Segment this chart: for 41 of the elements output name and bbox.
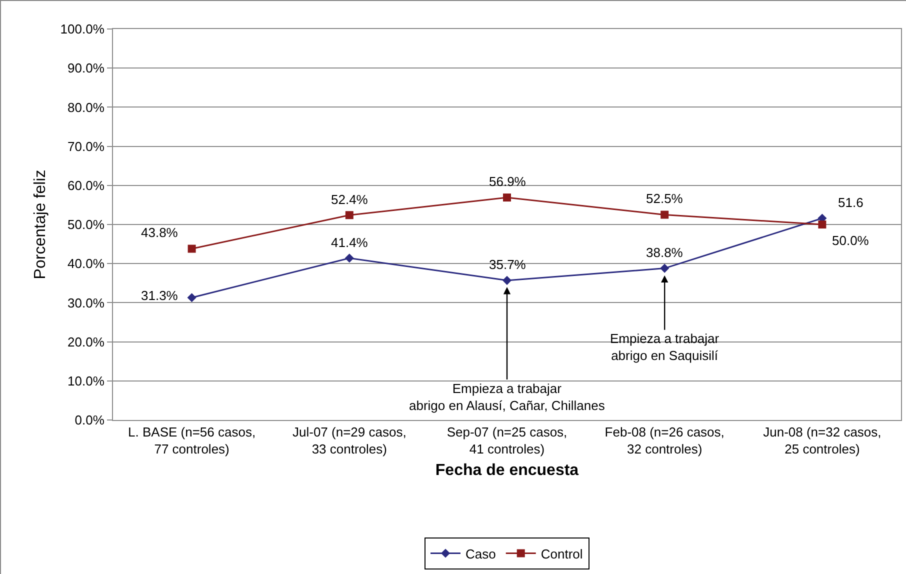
legend-label: Caso [466,546,496,562]
point [187,293,196,302]
y-tick-label: 20.0% [68,334,105,350]
y-tick-label: 10.0% [68,373,105,388]
data-label: 31.3% [141,288,178,303]
y-tick-label: 30.0% [68,295,105,310]
legend-label: Control [540,546,583,562]
point [345,211,354,220]
point [502,276,512,285]
data-label: 51.6 [838,195,864,210]
data-label: 41.4% [331,235,368,250]
data-label: 43.8% [141,225,178,240]
data-label: 50.0% [832,233,870,248]
x-axis-title: Fecha de encuesta [435,462,579,480]
x-tick-label: Jul-07 (n=29 casos, 33 controles) [292,424,406,456]
y-tick-label: 60.0% [68,178,105,193]
y-tick-label: 0.0% [74,412,105,428]
data-label: 56.9% [489,174,526,189]
point [503,194,511,202]
y-tick-label: 40.0% [68,256,105,272]
x-tick-label: L. BASE (n=56 casos, 77 controles) [128,424,256,456]
y-tick-label: 50.0% [68,217,105,232]
point [660,264,670,273]
point [660,210,669,219]
annotation: Empieza a trabajar abrigo en Alausí, Cañar, Chillanes [409,381,606,413]
x-tick-label: Jun-08 (n=32 casos, 25 controles) [763,424,882,456]
y-tick-label: 100.0% [60,22,105,37]
point [818,220,826,228]
data-label: 52.5% [646,191,684,206]
y-tick-label: 70.0% [68,138,105,154]
point [188,244,196,253]
y-tick-label: 80.0% [68,100,105,115]
data-label: 35.7% [489,257,526,272]
y-axis-title: Porcentaje feliz [32,170,50,280]
y-tick-label: 90.0% [68,60,105,76]
point [344,254,354,263]
x-tick-label: Feb-08 (n=26 casos, 32 controles) [604,424,724,456]
annotation: Empieza a trabajar abrigo en Saquisilí [610,331,720,363]
data-label: 38.8% [646,245,684,260]
data-label: 52.4% [331,192,368,207]
x-tick-label: Sep-07 (n=25 casos, 41 controles) [446,424,568,456]
